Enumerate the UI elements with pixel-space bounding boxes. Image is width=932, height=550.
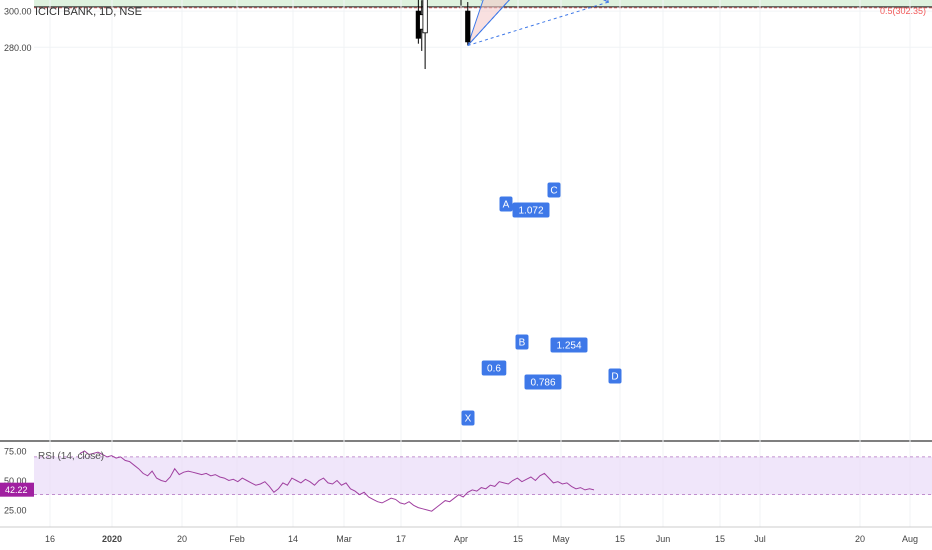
ratio-label-xab-bg — [481, 360, 507, 376]
symbol-label: ICICI BANK, 1D, NSE — [35, 6, 142, 18]
date-tick-label: Aug — [902, 534, 918, 544]
ratio-label-abc: 1.072 — [512, 202, 550, 218]
date-tick-label: 2020 — [102, 534, 122, 544]
rsi-tick-label: 50.00 — [4, 476, 27, 486]
pattern-label-d: D — [608, 368, 622, 384]
pattern-label-x-bg — [461, 410, 475, 426]
date-tick-label: 17 — [396, 534, 406, 544]
pattern-label-x: X — [461, 410, 475, 426]
pattern-label-b-text: B — [519, 338, 526, 349]
rsi-tick-label: 25.00 — [4, 506, 27, 516]
date-tick-label: 20 — [855, 534, 865, 544]
rsi-tick-label: 75.00 — [4, 447, 27, 457]
date-tick-label: 15 — [513, 534, 523, 544]
pattern-triangle-bcd — [603, 0, 610, 3]
pattern-label-d-text: D — [611, 372, 618, 383]
date-tick-label: 16 — [45, 534, 55, 544]
date-tick-label: Jun — [656, 534, 671, 544]
price-tick-label: 300.00 — [4, 7, 32, 17]
pattern-label-a-text: A — [503, 200, 510, 211]
ratio-label-xab: 0.6 — [481, 360, 507, 376]
pattern-label-c-bg — [547, 182, 561, 198]
candle-body — [465, 10, 471, 43]
ratio-label-bcd: 1.254 — [550, 337, 588, 353]
date-tick-label: Jul — [754, 534, 766, 544]
pattern-label-a: A — [499, 196, 513, 212]
pattern-label-a-bg — [499, 196, 513, 212]
pattern-label-b: B — [515, 334, 529, 350]
date-tick-label: 14 — [288, 534, 298, 544]
candle-body — [422, 0, 428, 34]
date-tick-label: Apr — [454, 534, 468, 544]
rsi-band — [34, 456, 932, 495]
price-tick-label: 280.00 — [4, 43, 32, 53]
pattern-label-x-text: X — [465, 414, 472, 425]
rsi-line — [79, 450, 595, 512]
pattern-label-c: C — [547, 182, 561, 198]
rsi-label: RSI (14, close) — [38, 451, 105, 462]
date-tick-label: Feb — [229, 534, 245, 544]
ratio-label-abc-bg — [512, 202, 550, 218]
pattern-label-b-bg — [515, 334, 529, 350]
date-tick-label: 20 — [177, 534, 187, 544]
pattern-label-c-text: C — [550, 186, 557, 197]
date-tick-label: 15 — [715, 534, 725, 544]
rsi-current-badge-bg — [0, 482, 34, 497]
ratio-label-bcd-bg — [550, 337, 588, 353]
date-tick-label: Mar — [336, 534, 352, 544]
ratio-label-xad-bg — [524, 374, 562, 390]
date-tick-label: May — [552, 534, 570, 544]
date-tick-label: 15 — [615, 534, 625, 544]
candles-group — [415, 0, 482, 70]
ratio-label-xab-text: 0.6 — [487, 364, 501, 375]
ratio-label-bcd-text: 1.254 — [556, 341, 581, 352]
pattern-xd-line — [467, 1, 609, 46]
pattern-label-d-bg — [608, 368, 622, 384]
ratio-label-abc-text: 1.072 — [518, 206, 543, 217]
rsi-current-badge-text: 42.22 — [5, 485, 28, 495]
fib-level-label: 0.5(302.35) — [880, 6, 926, 16]
ratio-label-xad-text: 0.786 — [530, 378, 555, 389]
ratio-label-xad: 0.786 — [524, 374, 562, 390]
